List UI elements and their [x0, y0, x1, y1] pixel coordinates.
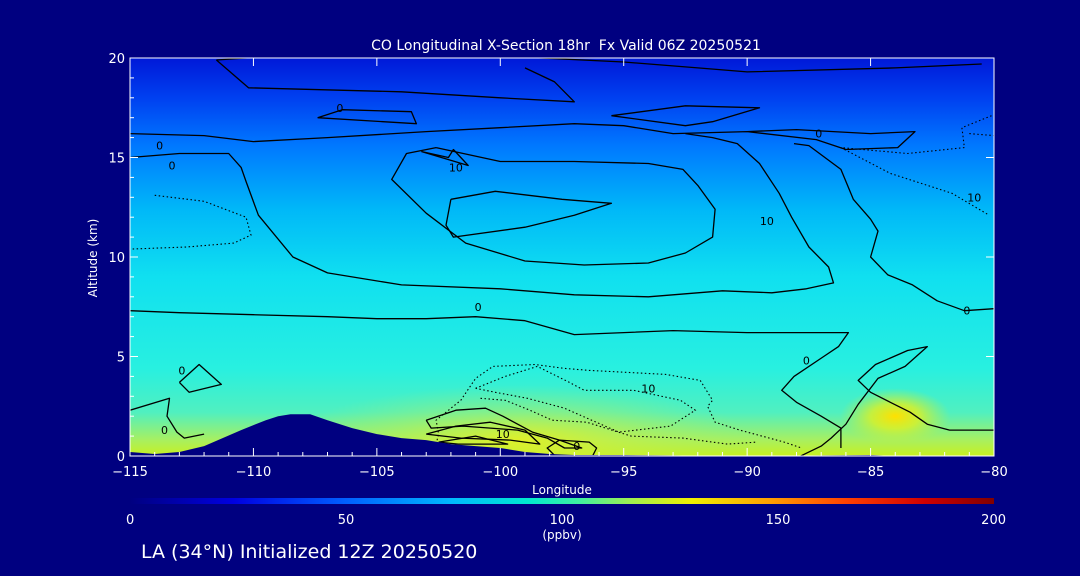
- co-enhancement-warm: [290, 385, 750, 456]
- colorbar-tick-label: 150: [766, 513, 791, 528]
- colorbar-scale: [130, 498, 994, 504]
- solid-contour-3: [611, 105, 761, 127]
- solid-contour-4: [130, 123, 916, 151]
- y-tick-label: 0: [117, 450, 125, 465]
- y-tick-label: 5: [117, 351, 125, 366]
- colorbar-tick-label: 200: [981, 513, 1006, 528]
- dotted-contour-1: [969, 133, 994, 137]
- contour-label-7: 0: [475, 301, 482, 314]
- colorbar: 0 50 100 150 200 (ppbv): [126, 498, 1006, 542]
- initialization-footer: LA (34°N) Initialized 12Z 20250520: [141, 541, 478, 563]
- solid-contour-5: [130, 132, 835, 298]
- solid-contour-7: [445, 190, 613, 238]
- x-tick-label: −115: [112, 465, 148, 480]
- x-axis-label: Longitude: [532, 483, 592, 497]
- solid-contour-lines: [130, 58, 994, 456]
- contour-label-11: 0: [178, 364, 185, 377]
- dotted-contour-lines: [132, 115, 994, 449]
- colorbar-tick-label: 50: [338, 513, 355, 528]
- colorbar-tick-label: 0: [126, 513, 134, 528]
- contour-label-0: 0: [156, 140, 163, 153]
- y-tick-label: 20: [108, 52, 125, 67]
- contour-label-4: 10: [760, 215, 774, 228]
- terrain: [130, 414, 994, 456]
- contour-label-8: 0: [963, 305, 970, 318]
- solid-contour-16: [438, 435, 509, 445]
- dotted-contour-4: [475, 365, 697, 433]
- contour-label-13: 10: [496, 428, 510, 441]
- x-tick-label: −90: [733, 465, 760, 480]
- x-tick-label: −100: [482, 465, 518, 480]
- chart-title: CO Longitudinal X-Section 18hr Fx Valid …: [371, 38, 761, 54]
- y-tick-label: 10: [108, 251, 125, 266]
- x-axis: −115 −110 −105 −100 −95 −90 −85 −80: [112, 58, 1008, 480]
- dotted-contour-2: [132, 194, 252, 250]
- contour-label-14: 0: [573, 440, 580, 453]
- solid-contour-10: [178, 363, 222, 393]
- x-tick-label: −110: [236, 465, 272, 480]
- contour-label-1: 0: [168, 159, 175, 172]
- contour-label-12: 0: [161, 424, 168, 437]
- co-enhancement-maximum: [840, 388, 951, 445]
- colorbar-tick-labels: 0 50 100 150 200: [126, 513, 1006, 528]
- solid-contour-11: [793, 142, 994, 312]
- solid-contour-15: [426, 421, 541, 445]
- contour-label-2: 0: [336, 102, 343, 115]
- solid-contour-17: [546, 439, 598, 456]
- contour-label-6: 10: [967, 191, 981, 204]
- x-tick-label: −85: [857, 465, 884, 480]
- solid-contour-14: [425, 407, 583, 449]
- solid-contour-6: [391, 146, 716, 266]
- contour-label-9: 0: [803, 354, 810, 367]
- colorbar-tick-label: 100: [550, 513, 575, 528]
- contour-label-3: 10: [449, 161, 463, 174]
- colorbar-units: (ppbv): [542, 528, 581, 542]
- solid-contour-8: [421, 148, 469, 167]
- x-tick-label: −80: [980, 465, 1007, 480]
- solid-contour-13: [130, 310, 850, 448]
- contour-label-5: 0: [815, 128, 822, 141]
- y-axis-label: Altitude (km): [86, 219, 100, 298]
- solid-contour-2: [317, 109, 418, 125]
- y-axis: 0 5 10 15 20: [108, 52, 994, 465]
- x-tick-label: −105: [359, 465, 395, 480]
- solid-contour-1: [215, 59, 575, 103]
- solid-contour-9: [130, 397, 205, 439]
- x-tick-label: −95: [610, 465, 637, 480]
- contour-label-10: 10: [641, 382, 655, 395]
- y-tick-label: 15: [108, 152, 125, 167]
